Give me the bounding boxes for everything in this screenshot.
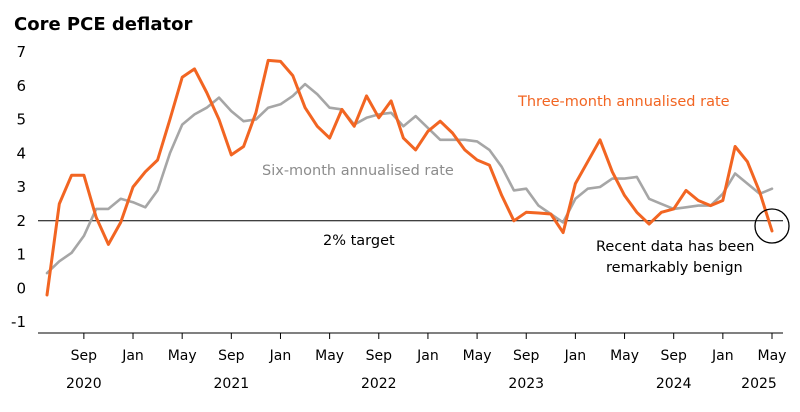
y-tick-label: 7 — [16, 43, 26, 61]
x-tick-label: Sep — [366, 348, 393, 364]
x-tick-label: May — [168, 348, 197, 364]
y-tick-label: -1 — [11, 313, 26, 331]
x-tick-label: Jan — [416, 348, 439, 364]
series-lines — [45, 58, 774, 297]
y-tick-label: 1 — [16, 246, 26, 264]
x-tick-label: Sep — [218, 348, 245, 364]
y-tick-label: 2 — [16, 212, 26, 230]
six-month-rate-line — [45, 82, 774, 275]
x-tick-label: Sep — [660, 348, 687, 364]
y-axis-ticks: 7 6 5 4 3 2 1 0 -1 — [11, 43, 26, 331]
x-tick-label: May — [758, 348, 787, 364]
x-tick-label: May — [463, 348, 492, 364]
y-tick-label: 6 — [16, 77, 26, 95]
x-tick-label: Jan — [564, 348, 587, 364]
recent-data-annotation-line2: remarkably benign — [606, 260, 743, 276]
year-label: 2020 — [66, 376, 102, 392]
y-tick-label: 5 — [16, 111, 26, 129]
recent-data-annotation-line1: Recent data has been — [596, 239, 754, 255]
x-tick-label: May — [315, 348, 344, 364]
y-tick-label: 4 — [16, 144, 26, 162]
x-tick-label: May — [610, 348, 639, 364]
x-tick-label: Sep — [71, 348, 98, 364]
year-label: 2021 — [214, 376, 250, 392]
year-label: 2022 — [361, 376, 397, 392]
target-label: 2% target — [323, 233, 395, 249]
year-label: 2023 — [508, 376, 544, 392]
year-label: 2024 — [656, 376, 692, 392]
y-tick-label: 0 — [16, 279, 26, 297]
year-label: 2025 — [741, 376, 777, 392]
x-tick-label: Jan — [269, 348, 292, 364]
x-tick-label: Jan — [121, 348, 144, 364]
six-month-annotation: Six-month annualised rate — [262, 163, 454, 179]
three-month-rate-line — [45, 58, 774, 297]
three-month-annotation: Three-month annualised rate — [517, 94, 730, 110]
x-axis: Sep Jan May Sep Jan May Sep Jan May Sep Jan May Sep J… — [38, 332, 787, 392]
x-tick-label: Sep — [513, 348, 540, 364]
chart-title: Core PCE deflator — [14, 14, 192, 35]
y-tick-label: 3 — [16, 178, 26, 196]
x-tick-label: Jan — [711, 348, 734, 364]
highlight-circle — [754, 208, 790, 244]
